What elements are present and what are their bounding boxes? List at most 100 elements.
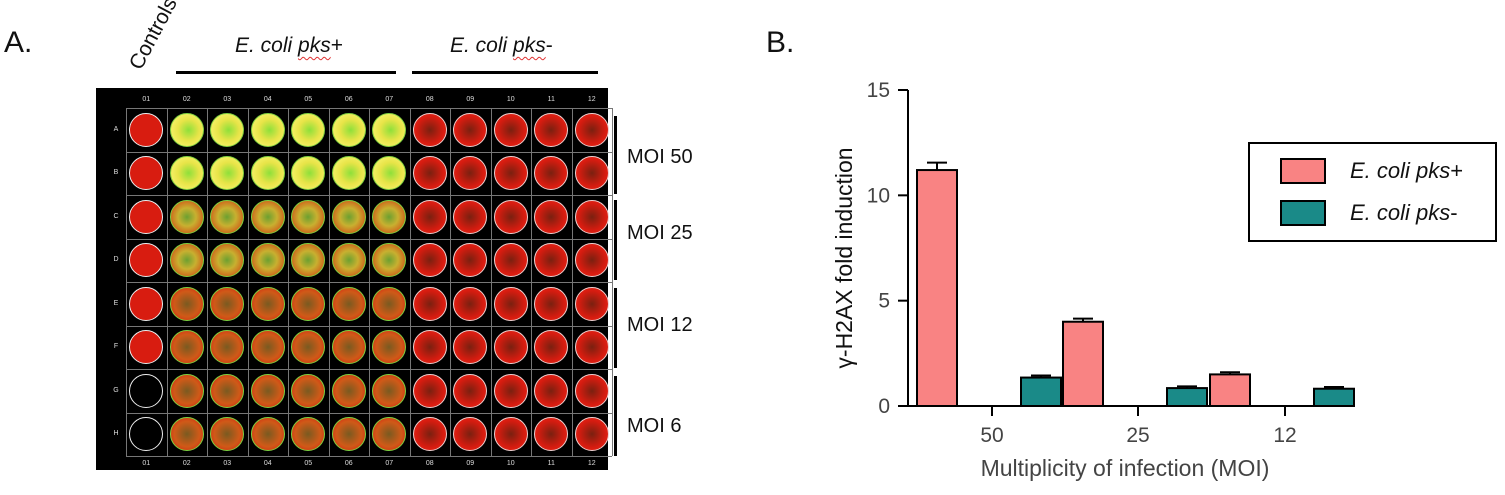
plate-column-label-bottom: 06 [344,460,353,467]
plate-column-label-top: 01 [142,96,151,103]
plate-column-label-top: 05 [304,96,313,103]
legend-swatch-pks-pos [1280,158,1326,184]
plate-column-label-bottom: 08 [425,460,434,467]
plate-well [372,199,407,234]
plate-well [372,330,407,365]
plate-well [412,417,447,452]
plate-well [574,286,609,321]
plate-well [129,199,164,234]
plate-well [169,286,204,321]
y-tick-label: 15 [867,79,890,102]
plate-well [574,112,609,147]
plate-column-label-top: 09 [466,96,475,103]
plate-well [453,373,488,408]
y-tick-label: 0 [878,395,890,418]
plate-well [453,243,488,278]
plate-well [250,112,285,147]
panel-a-label: A. [4,26,33,59]
plate-grid-line [612,108,613,456]
legend-neg-gene: pks [1416,200,1451,225]
group-neg-gene: pks [513,34,546,57]
bar-pks-neg [1313,387,1355,408]
plate-column-label-top: 08 [425,96,434,103]
plate-well [412,330,447,365]
bar-pks-neg [1166,387,1208,407]
plate-well [534,286,569,321]
legend-label-pks-neg: E. coli pks- [1350,200,1458,226]
x-axis-title: Multiplicity of infection (MOI) [981,455,1270,481]
plate-well [210,156,245,191]
legend-label-pks-pos: E. coli pks+ [1350,158,1463,184]
x-tick-label: 50 [980,424,1003,447]
plate-well [331,243,366,278]
plate-well [129,243,164,278]
plate-well [574,156,609,191]
plate-column-label-top: 03 [223,96,232,103]
plate-well [129,112,164,147]
plate-well [493,112,528,147]
plate-well [493,417,528,452]
bar-pks-pos [1209,373,1251,407]
plate-well [412,156,447,191]
plate-well [574,417,609,452]
plate-well [250,286,285,321]
plate-well [291,112,326,147]
plate-well [453,112,488,147]
plate-well [534,112,569,147]
plate-column-label-bottom: 11 [547,460,555,467]
plate-well [250,156,285,191]
plate-well [129,417,164,452]
plate-well [331,199,366,234]
plate-column-label-top: 12 [587,96,596,103]
plate-well [493,199,528,234]
plate-well [169,156,204,191]
plate-well [210,112,245,147]
plate-column-label-bottom: 04 [263,460,272,467]
plate-well [453,199,488,234]
plate-well [210,417,245,452]
group-line-pks-pos [176,71,396,74]
plate-row-label: F [113,343,119,351]
plate-well [250,199,285,234]
moi-25-bracket [614,200,617,280]
plate-row-label: C [113,212,119,220]
plate-well [574,243,609,278]
plate-column-label-bottom: 02 [182,460,191,467]
plate-grid-line [126,108,612,109]
plate-well [493,156,528,191]
plate-well [210,373,245,408]
group-neg-prefix: E. coli [450,34,514,57]
plate-well [534,417,569,452]
controls-label: Controls [124,0,182,74]
plate-well [453,417,488,452]
legend-swatch-pks-neg [1280,200,1326,226]
plate-well [291,243,326,278]
plate-column-label-top: 10 [506,96,515,103]
panel-b-label: B. [766,26,795,59]
moi-12-label: MOI 12 [627,314,693,336]
plate-well [129,373,164,408]
legend-item-pks-pos: E. coli pks+ [1280,158,1463,184]
plate-row-label: D [113,256,119,264]
plate-well [372,156,407,191]
plate-well [331,373,366,408]
plate-row-label: B [113,169,119,177]
plate-well [169,373,204,408]
y-tick-label: 5 [878,290,890,313]
plate-well [372,112,407,147]
chart-legend: E. coli pks+ E. coli pks- [1248,142,1497,242]
plate-well [291,286,326,321]
plate-grid-line [126,238,612,240]
moi-50-label: MOI 50 [627,146,693,168]
plate-well [372,373,407,408]
plate-well [210,243,245,278]
plate-grid-line [126,456,612,457]
plate-column-label-bottom: 07 [385,460,394,467]
plate-well [169,330,204,365]
legend-pos-gene: pks [1416,158,1451,183]
plate-column-label-top: 04 [263,96,272,103]
plate-well [574,373,609,408]
moi-6-label: MOI 6 [627,415,682,437]
x-tick-label: 12 [1273,424,1296,447]
